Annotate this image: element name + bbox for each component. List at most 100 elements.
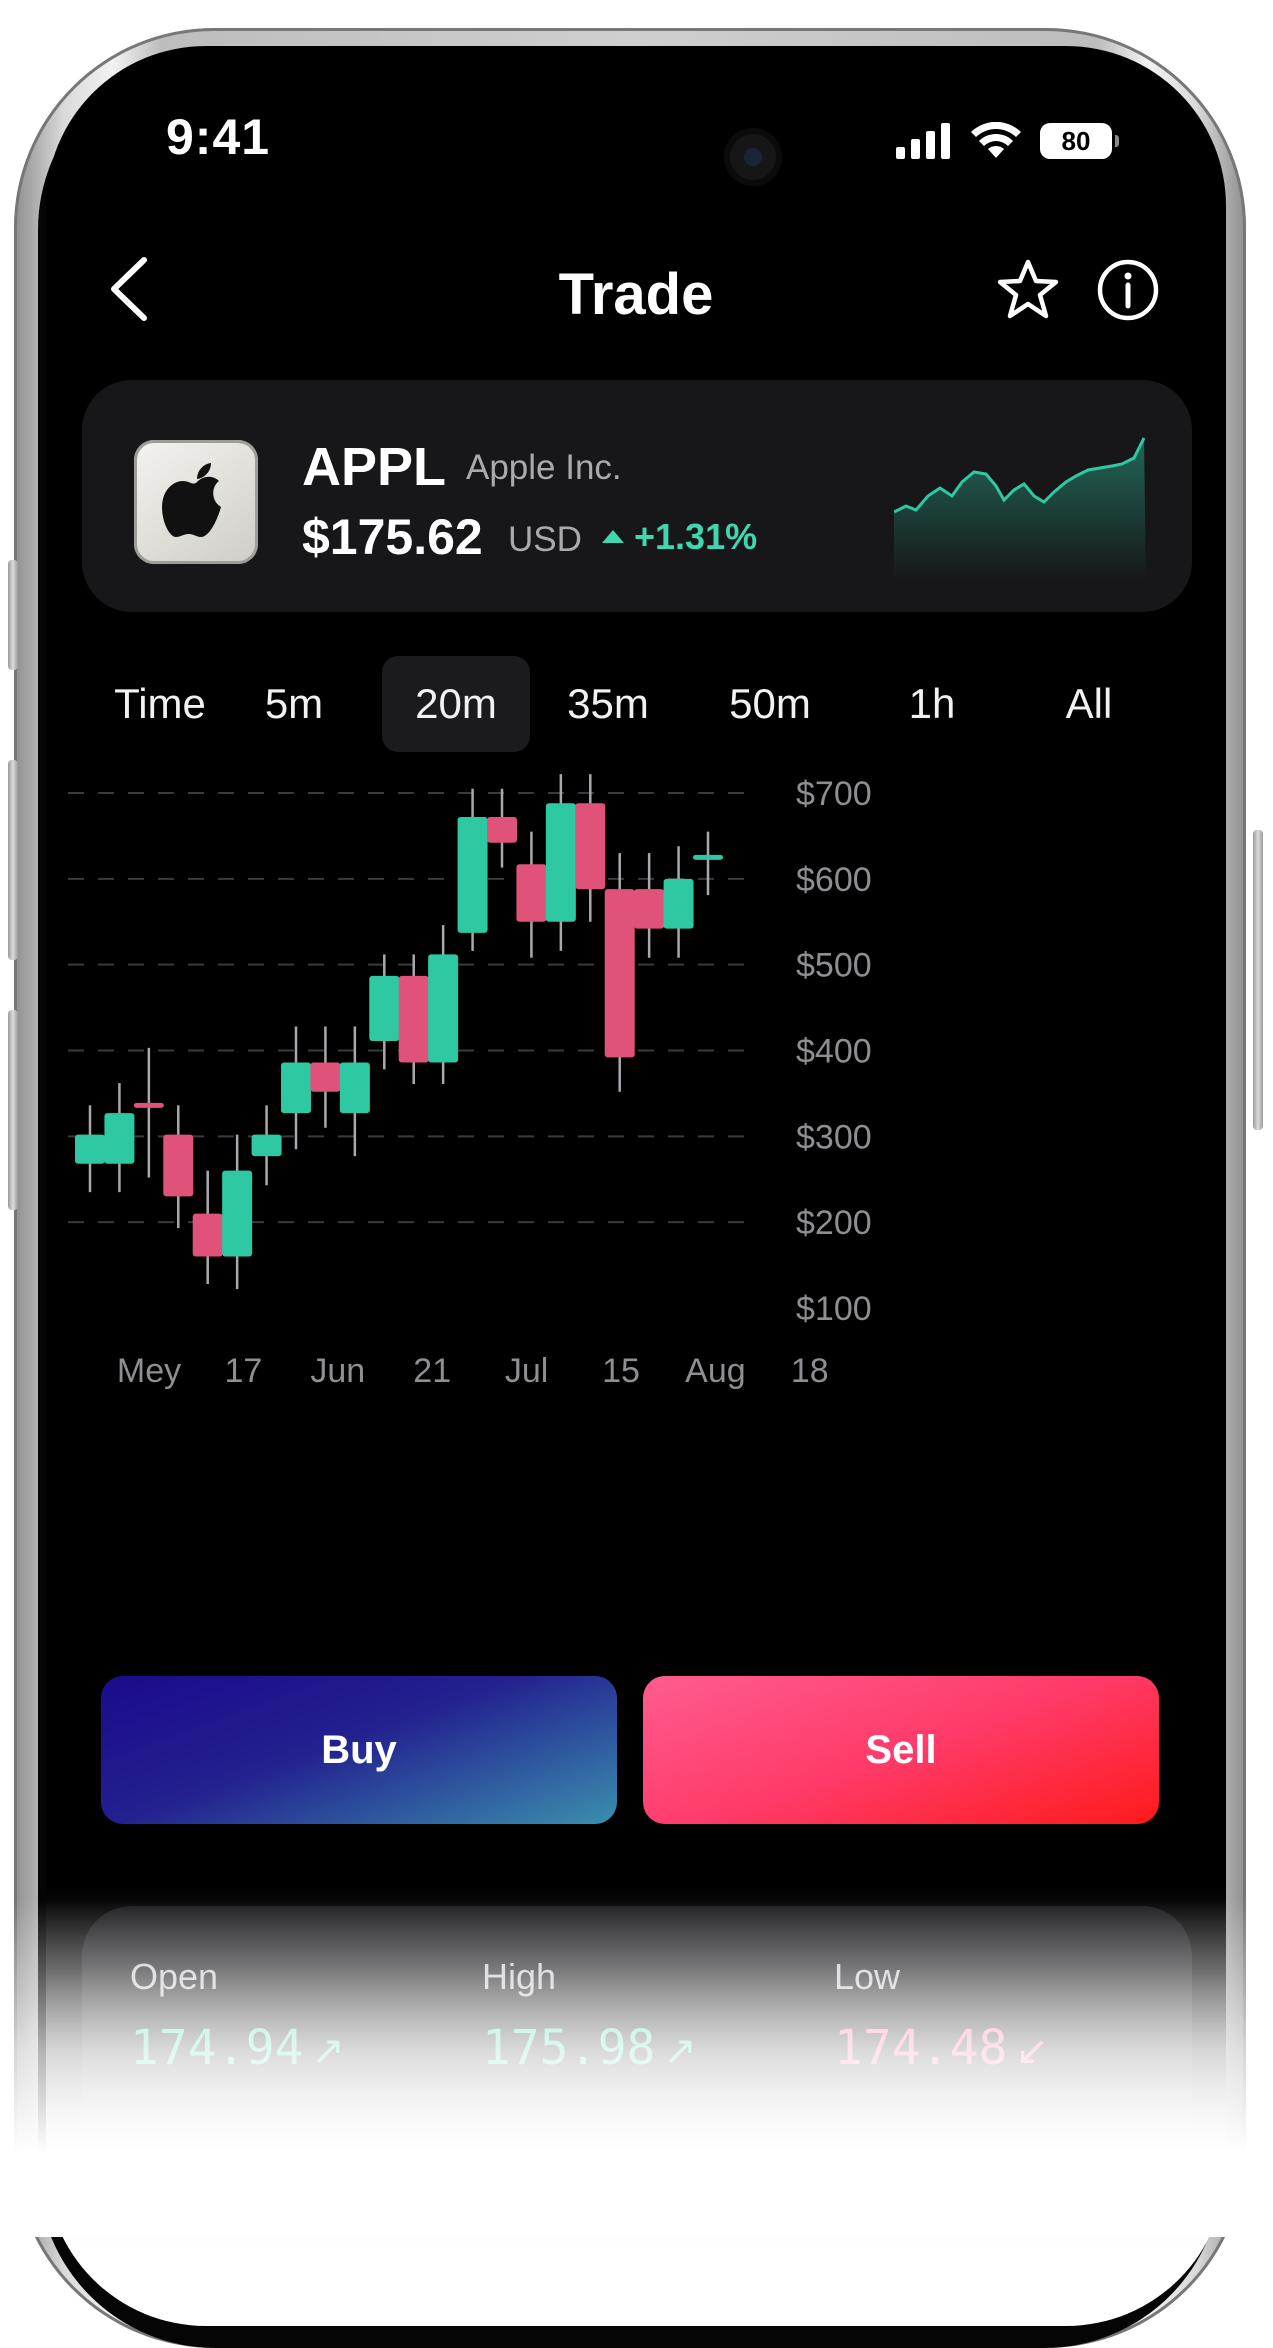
chevron-left-icon[interactable] (104, 254, 154, 324)
stat-label-low: Low (834, 1956, 901, 1997)
candle-up[interactable] (428, 925, 459, 1084)
price-change: +1.31% (602, 516, 757, 558)
candle-up[interactable] (251, 1105, 282, 1186)
sell-button[interactable]: Sell (643, 1676, 1159, 1824)
tab-all[interactable]: All (1065, 680, 1113, 727)
candle-body (428, 954, 459, 1063)
candle-up[interactable] (281, 1026, 311, 1150)
timeframe-tabs: Time 5m 20m 35m 50m 1h All (46, 656, 1226, 752)
tab-20m[interactable]: 20m (382, 656, 530, 752)
tab-50m[interactable]: 50m (729, 680, 811, 727)
stat-low-number: 174.48 (834, 2020, 1008, 2076)
y-tick-label: $500 (796, 947, 872, 985)
x-tick-label: Jun (310, 1352, 365, 1390)
candle-up[interactable] (222, 1134, 253, 1290)
candle-body (310, 1062, 341, 1092)
stat-value-low: 174.48 ↙ (834, 2020, 1049, 2076)
stock-price: $175.62 (302, 509, 483, 565)
y-tick-label: $600 (796, 861, 872, 899)
candle-down[interactable] (310, 1026, 341, 1128)
y-tick-label: $200 (796, 1204, 872, 1242)
buy-button[interactable]: Buy (101, 1676, 617, 1824)
stat-value-open: 174.94 ↗ (130, 2020, 345, 2076)
candle-body (693, 854, 723, 860)
tab-1h[interactable]: 1h (908, 680, 956, 727)
arrow-down-left-icon: ↙ (1015, 2028, 1049, 2074)
candle-down[interactable] (634, 853, 665, 958)
candle-up[interactable] (545, 774, 576, 951)
y-tick-label: $400 (796, 1033, 872, 1071)
candle-down[interactable] (516, 831, 547, 958)
power-button (1253, 830, 1263, 1130)
candle-up[interactable] (104, 1083, 135, 1193)
candle-up[interactable] (663, 846, 694, 958)
x-tick-label: 15 (602, 1352, 640, 1390)
front-camera (724, 128, 782, 186)
wifi-icon (971, 122, 1021, 158)
candle-body (663, 878, 694, 929)
x-tick-label: 18 (791, 1352, 829, 1390)
candle-down[interactable] (604, 853, 635, 1092)
timeframe-label: Time (114, 680, 206, 727)
candle-body (133, 1102, 164, 1108)
candle-up[interactable] (133, 1047, 164, 1178)
price-change-value: +1.31% (634, 516, 758, 557)
stats-card: Open 174.94 ↗ High 175.98 ↗ Low 174.48 ↙ (82, 1906, 1192, 2306)
candle-body (545, 803, 576, 922)
app-screen: 9:41 80 Trade AP (46, 46, 1226, 2326)
tab-35m[interactable]: 35m (567, 680, 649, 727)
price-currency: USD (508, 520, 582, 559)
action-button (8, 560, 18, 670)
info-icon[interactable] (1096, 258, 1160, 322)
signal-icon (896, 123, 950, 159)
candle-body (398, 975, 429, 1063)
candle-body (487, 817, 517, 843)
candle-body (634, 889, 665, 929)
stat-label-high: High (482, 1956, 557, 1997)
status-icons: 80 (896, 122, 1119, 160)
apple-logo-icon (134, 440, 258, 564)
candle-body (369, 975, 400, 1042)
candle-body (75, 1134, 105, 1164)
y-tick-label: $300 (796, 1118, 872, 1156)
y-tick-label: $100 (796, 1290, 872, 1328)
company-name: Apple Inc. (466, 448, 622, 487)
volume-up-button (8, 760, 18, 960)
triangle-up-icon (602, 529, 624, 543)
candle-up[interactable] (75, 1105, 105, 1193)
stock-ticker: APPL (302, 437, 447, 497)
stock-summary-card[interactable]: APPL Apple Inc. $175.62 USD +1.31% (82, 380, 1192, 612)
candle-body (339, 1062, 370, 1114)
candle-down[interactable] (163, 1105, 194, 1229)
candle-body (104, 1113, 135, 1164)
candle-body (222, 1170, 253, 1257)
tab-5m[interactable]: 5m (264, 680, 324, 727)
candlestick-chart[interactable]: $700 $600 $500 $400 $300 $200 $100 Mey 17 Jun 21 Ju… (46, 746, 1226, 1676)
candle-up[interactable] (369, 954, 400, 1070)
candle-body (604, 889, 635, 1058)
candle-up[interactable] (457, 788, 488, 951)
candle-body (575, 803, 606, 890)
candle-down[interactable] (192, 1170, 223, 1284)
stat-value-high: 175.98 ↗ (482, 2020, 697, 2076)
arrow-up-right-icon: ↗ (311, 2028, 345, 2074)
stat-open-number: 174.94 (130, 2020, 304, 2076)
candle-down[interactable] (575, 774, 606, 922)
status-time: 9:41 (166, 109, 271, 165)
page-title: Trade (558, 262, 714, 327)
x-tick-label: Jul (505, 1352, 548, 1390)
candle-body (281, 1062, 311, 1114)
candle-body (251, 1134, 282, 1157)
star-icon[interactable] (996, 258, 1060, 322)
volume-down-button (8, 1010, 18, 1210)
stat-label-open: Open (130, 1956, 219, 1997)
candle-body (457, 817, 488, 933)
candle-down[interactable] (398, 954, 429, 1084)
candle-up[interactable] (693, 831, 723, 896)
x-tick-label: Mey (117, 1352, 181, 1390)
candle-body (192, 1213, 223, 1257)
x-tick-label: Aug (685, 1352, 746, 1390)
candle-up[interactable] (339, 1026, 370, 1157)
x-tick-label: 21 (413, 1352, 451, 1390)
candle-down[interactable] (487, 788, 517, 868)
